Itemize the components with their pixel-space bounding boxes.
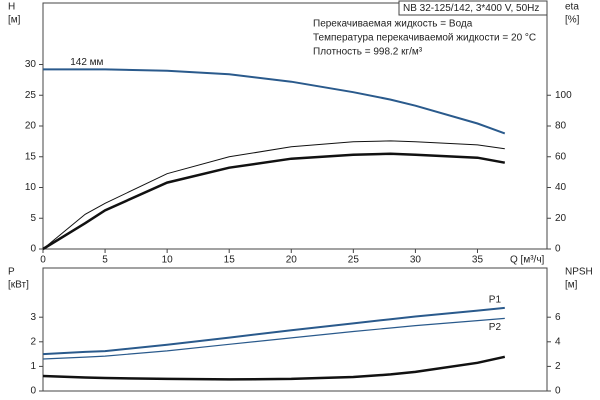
y-tick-label: 0 <box>30 244 36 255</box>
y-axis-label: H <box>8 2 15 13</box>
y2-axis-label: NPSH <box>565 267 593 278</box>
y2-tick-label: 100 <box>555 90 572 101</box>
x-axis-label: Q [м³/ч] <box>510 255 545 266</box>
y2-tick-label: 4 <box>555 336 561 347</box>
y2-tick-label: 80 <box>555 121 567 132</box>
curve <box>43 68 506 135</box>
y-tick-label: 1 <box>30 361 36 372</box>
x-tick-label: 25 <box>348 255 360 266</box>
y-tick-label: 3 <box>30 312 36 323</box>
y2-tick-label: 6 <box>555 312 561 323</box>
x-tick-label: 5 <box>102 255 108 266</box>
chart-title: NB 32-125/142, 3*400 V, 50Hz <box>403 3 539 14</box>
annotation: Плотность = 998.2 кг/м³ <box>313 47 423 58</box>
x-tick-label: 30 <box>410 255 422 266</box>
y-tick-label: 10 <box>25 182 37 193</box>
x-tick-label: 35 <box>472 255 484 266</box>
y-tick-label: 2 <box>30 336 36 347</box>
x-tick-label: 10 <box>162 255 174 266</box>
x-tick-label: 20 <box>286 255 298 266</box>
y2-tick-label: 0 <box>555 386 561 397</box>
y-tick-label: 15 <box>25 151 37 162</box>
curve <box>42 140 505 250</box>
y2-tick-label: 40 <box>555 182 567 193</box>
plot-frame <box>42 267 548 392</box>
y-tick-label: 0 <box>30 386 36 397</box>
y-axis-label: P <box>8 267 15 278</box>
annotation: Перекачиваемая жидкость = Вода <box>313 19 473 30</box>
curve <box>42 317 505 360</box>
y2-axis-label: [%] <box>565 15 580 26</box>
y2-tick-label: 0 <box>555 244 561 255</box>
title-box <box>398 0 548 16</box>
y-tick-label: 25 <box>25 90 37 101</box>
y-tick-label: 30 <box>25 59 37 70</box>
y2-tick-label: 60 <box>555 151 567 162</box>
annotation: Температура перекачиваемой жидкости = 20… <box>313 33 536 44</box>
curve-label: P1 <box>489 294 502 305</box>
x-tick-label: 0 <box>40 255 46 266</box>
y2-tick-label: 20 <box>555 213 567 224</box>
curve-label: P2 <box>489 322 502 333</box>
curve <box>42 355 506 381</box>
y-tick-label: 20 <box>25 121 37 132</box>
y2-axis-label: eta <box>565 2 579 13</box>
y2-tick-label: 2 <box>555 361 561 372</box>
y-axis-label: [м] <box>8 15 21 26</box>
y-axis-label: [кВт] <box>8 280 29 291</box>
x-tick-label: 15 <box>224 255 236 266</box>
curve <box>42 152 506 251</box>
curve-label: 142 мм <box>70 57 103 68</box>
y2-axis-label: [м] <box>565 280 578 291</box>
curve <box>42 306 505 356</box>
y-tick-label: 5 <box>30 213 36 224</box>
